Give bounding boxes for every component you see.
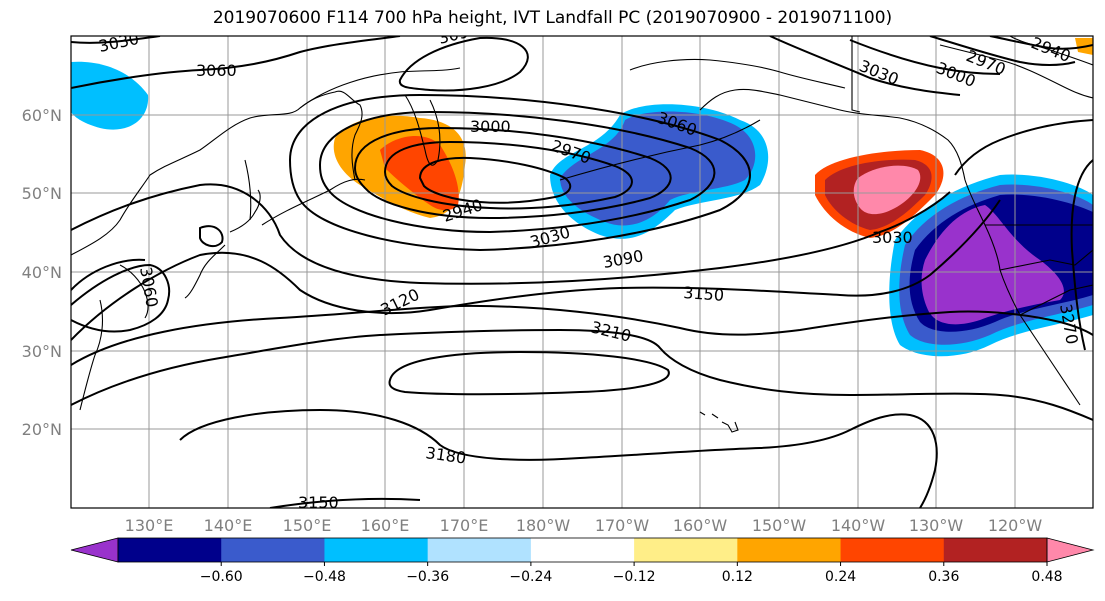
graticule — [71, 36, 1093, 508]
lon-label: 130°E — [125, 516, 174, 535]
contour-label: 3030 — [872, 228, 913, 247]
contour-label: 2940 — [1029, 33, 1074, 66]
contour-label: 3030 — [97, 29, 141, 56]
colorbar-box — [634, 538, 738, 562]
contours — [71, 36, 1093, 508]
lat-label: 20°N — [22, 420, 62, 439]
lon-label: 120°W — [988, 516, 1043, 535]
shading-layer — [71, 38, 1093, 357]
colorbar-box — [221, 538, 325, 562]
colorbar-tick-label: −0.60 — [200, 569, 243, 585]
colorbar-tick-label: 0.36 — [928, 569, 959, 585]
lon-label: 150°W — [752, 516, 807, 535]
lat-label: 40°N — [22, 263, 62, 282]
lat-label: 50°N — [22, 184, 62, 203]
colorbar-tick-label: 0.24 — [825, 569, 856, 585]
colorbar-box — [427, 538, 532, 562]
plot-title: 2019070600 F114 700 hPa height, IVT Land… — [212, 8, 893, 28]
contour-label: 3090 — [601, 246, 644, 272]
colorbar-tick-label: −0.36 — [406, 569, 449, 585]
lon-label: 180°W — [516, 516, 571, 535]
lon-label: 170°E — [440, 516, 489, 535]
colorbar-tick-label: −0.24 — [509, 569, 552, 585]
colorbar-box — [943, 538, 1048, 562]
colorbar-tick-label: 0.48 — [1031, 569, 1062, 585]
latitude-labels: 60°N 50°N 40°N 30°N 20°N — [22, 106, 62, 439]
lon-label: 160°W — [673, 516, 728, 535]
contour-label: 3120 — [377, 285, 422, 320]
contour-label: 3150 — [683, 283, 725, 305]
colorbar-extend-high — [1046, 537, 1095, 563]
colorbar-box — [530, 538, 635, 562]
colorbar: −0.60 −0.48 −0.36 −0.24 −0.12 0.12 0.24 0.36 0.4… — [70, 537, 1095, 585]
longitude-labels: 130°E 140°E 150°E 160°E 170°E 180°W 170°… — [125, 516, 1043, 535]
shade-bc-pink — [853, 165, 921, 215]
colorbar-frame — [117, 537, 1048, 563]
contour-label: 3180 — [424, 443, 467, 467]
lon-label: 140°E — [204, 516, 253, 535]
contour-label: 3210 — [589, 317, 633, 345]
colorbar-box — [840, 538, 945, 562]
colorbar-box — [324, 538, 429, 562]
lon-label: 140°W — [831, 516, 886, 535]
contour-label: 3030 — [528, 222, 572, 251]
colorbar-extend-low — [70, 537, 119, 563]
contour-label: 3150 — [298, 493, 339, 512]
lon-label: 160°E — [361, 516, 410, 535]
shade-nw-blue — [71, 61, 149, 130]
map-area: 3030 3060 3090 2970 2940 3030 3000 3000 … — [71, 20, 1093, 512]
map-frame — [70, 35, 1094, 509]
colorbar-box — [737, 538, 842, 562]
colorbar-tick-label: −0.12 — [613, 569, 656, 585]
shade-us-purple — [921, 205, 1064, 325]
contour-label: 3090 — [436, 20, 480, 48]
lon-label: 130°W — [909, 516, 964, 535]
colorbar-tick-label: −0.48 — [303, 569, 346, 585]
contour-label: 3060 — [196, 61, 237, 80]
lon-label: 150°E — [283, 516, 332, 535]
lat-label: 60°N — [22, 106, 62, 125]
shade-bering-blue — [560, 111, 756, 226]
colorbar-box — [118, 538, 222, 562]
coastlines — [71, 36, 1093, 433]
lon-label: 170°W — [595, 516, 650, 535]
contour-label: 3030 — [857, 56, 902, 89]
colorbar-tick-label: 0.12 — [722, 569, 753, 585]
contour-label: 3000 — [470, 117, 511, 136]
lat-label: 30°N — [22, 342, 62, 361]
